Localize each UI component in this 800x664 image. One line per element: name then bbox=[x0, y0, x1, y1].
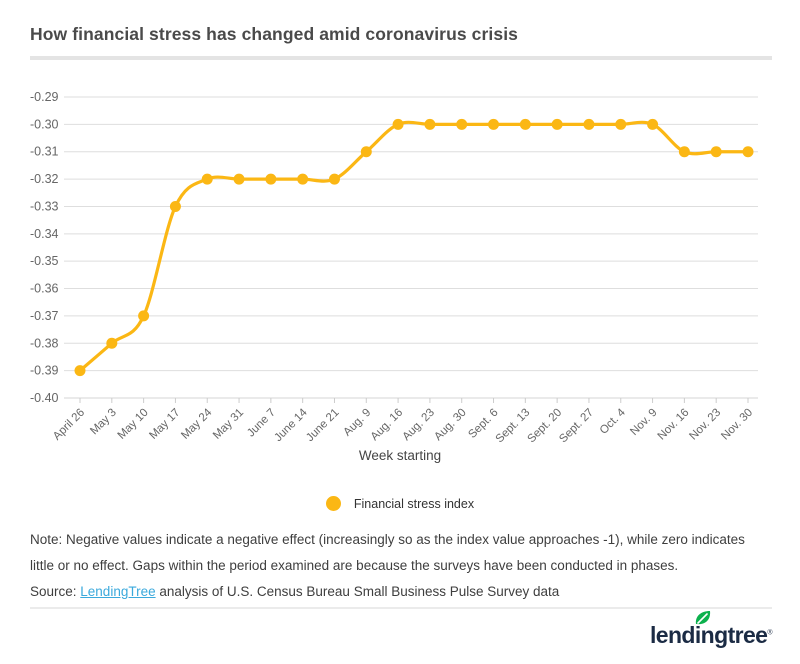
data-point bbox=[424, 118, 436, 130]
bottom-divider bbox=[30, 607, 772, 609]
data-point bbox=[710, 146, 722, 158]
data-point bbox=[615, 118, 627, 130]
y-tick-label: -0.33 bbox=[30, 199, 59, 213]
y-tick-label: -0.38 bbox=[30, 336, 59, 350]
x-tick-label: April 26 bbox=[51, 407, 87, 443]
x-tick-label: Sept. 20 bbox=[525, 407, 564, 446]
x-tick-label: Nov. 23 bbox=[687, 407, 723, 443]
x-tick-label: May 31 bbox=[211, 407, 246, 442]
source-suffix: analysis of U.S. Census Bureau Small Bus… bbox=[155, 584, 560, 599]
data-point bbox=[138, 310, 150, 322]
data-point bbox=[297, 173, 309, 185]
data-point bbox=[488, 118, 500, 130]
registered-mark: ® bbox=[767, 629, 772, 637]
data-point bbox=[360, 146, 372, 158]
y-tick-label: -0.34 bbox=[30, 227, 59, 241]
source-line: Source: LendingTree analysis of U.S. Cen… bbox=[30, 579, 772, 605]
data-point bbox=[74, 365, 86, 377]
x-tick-label: Oct. 4 bbox=[598, 406, 629, 437]
x-tick-label: Aug. 23 bbox=[400, 407, 437, 444]
y-tick-label: -0.36 bbox=[30, 282, 59, 296]
y-tick-label: -0.29 bbox=[30, 90, 59, 104]
page-title: How financial stress has changed amid co… bbox=[30, 24, 518, 44]
chart-legend: Financial stress index bbox=[0, 496, 800, 511]
footnote-block: Note: Negative values indicate a negativ… bbox=[30, 527, 772, 605]
x-tick-label: Aug. 30 bbox=[432, 407, 469, 444]
y-tick-label: -0.31 bbox=[30, 145, 59, 159]
financial-stress-line-chart: -0.29 -0.30 -0.31 -0.32 -0.33 -0.34 -0.35 -0.36… bbox=[30, 90, 758, 446]
data-point bbox=[647, 118, 659, 130]
y-tick-label: -0.37 bbox=[30, 309, 59, 323]
data-point bbox=[201, 173, 213, 185]
data-point bbox=[328, 173, 340, 185]
data-point bbox=[233, 173, 245, 185]
x-axis-title: Week starting bbox=[358, 448, 442, 463]
data-point bbox=[392, 118, 404, 130]
legend-label: Financial stress index bbox=[353, 496, 475, 511]
data-point bbox=[678, 146, 690, 158]
logo-wordmark: lendingtree® bbox=[650, 622, 772, 648]
x-tick-label: Nov. 30 bbox=[719, 407, 755, 443]
leaf-icon bbox=[695, 611, 711, 625]
data-point bbox=[551, 118, 563, 130]
y-tick-label: -0.30 bbox=[30, 117, 59, 131]
source-prefix: Source: bbox=[30, 584, 81, 599]
data-point bbox=[265, 173, 277, 185]
legend-marker-icon bbox=[325, 496, 341, 511]
data-point bbox=[456, 118, 468, 130]
x-tick-label: Aug. 16 bbox=[369, 407, 406, 444]
y-tick-label: -0.32 bbox=[30, 172, 59, 186]
data-point bbox=[742, 146, 754, 158]
y-tick-label: -0.40 bbox=[30, 391, 59, 405]
x-tick-label: May 10 bbox=[116, 407, 151, 442]
data-point bbox=[106, 337, 118, 349]
series-line bbox=[78, 120, 750, 373]
note-text: Note: Negative values indicate a negativ… bbox=[30, 532, 745, 573]
x-tick-label: June 21 bbox=[304, 407, 341, 444]
x-tick-label: Sept. 27 bbox=[557, 407, 596, 446]
y-tick-label: -0.35 bbox=[30, 254, 59, 268]
x-tick-label: Nov. 16 bbox=[656, 407, 692, 443]
x-tick-label: June 14 bbox=[272, 406, 310, 444]
lendingtree-logo: lendingtree® bbox=[650, 611, 772, 654]
data-point bbox=[169, 200, 181, 212]
x-tick-label: May 3 bbox=[88, 407, 119, 438]
data-point bbox=[583, 118, 595, 130]
x-tick-label: Sept. 13 bbox=[494, 407, 533, 446]
data-point bbox=[519, 118, 531, 130]
title-divider bbox=[30, 56, 772, 60]
x-tick-label: May 24 bbox=[179, 406, 215, 442]
lendingtree-link[interactable]: LendingTree bbox=[80, 584, 156, 599]
y-tick-label: -0.39 bbox=[30, 364, 59, 378]
x-tick-label: May 17 bbox=[147, 407, 182, 442]
